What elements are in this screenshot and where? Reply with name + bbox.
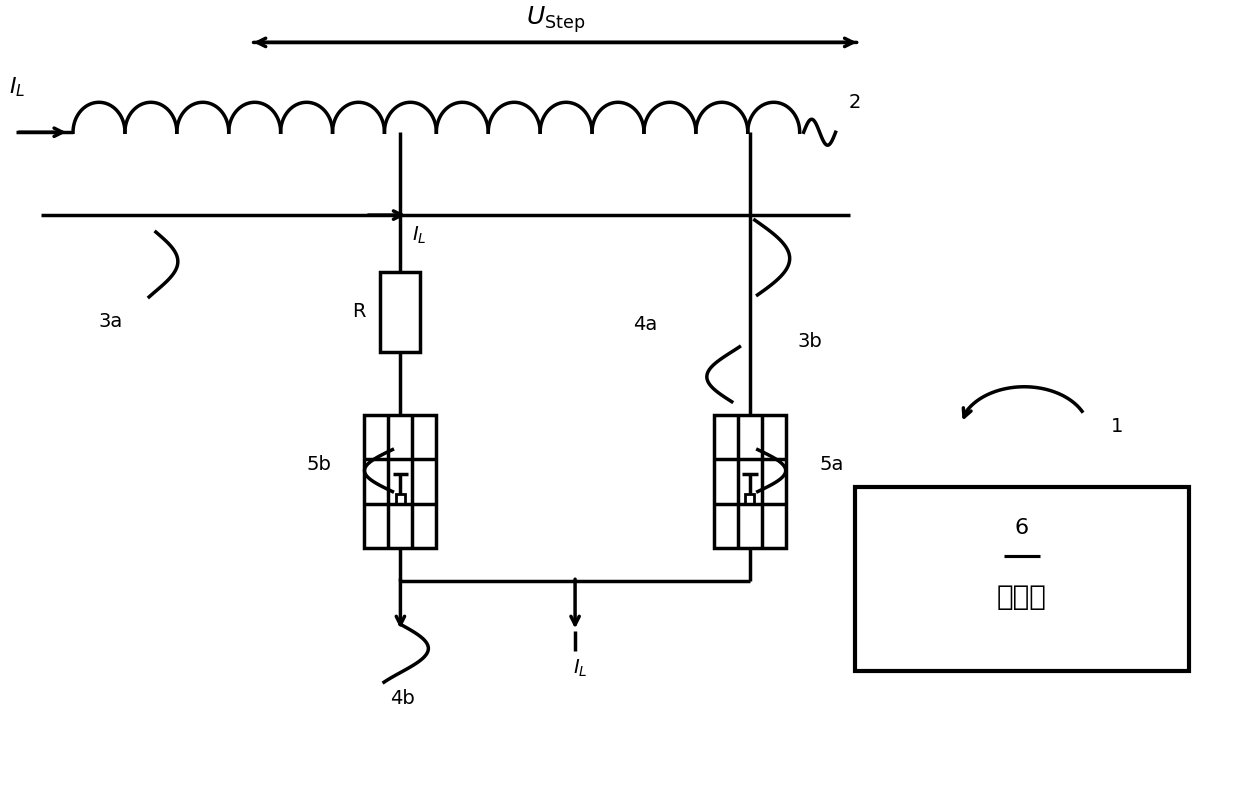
Bar (381, 272, 420, 352)
Bar (396, 494, 405, 504)
Bar (714, 415, 786, 549)
Text: $I_L$: $I_L$ (9, 75, 26, 99)
Text: $U_{\mathrm{Step}}$: $U_{\mathrm{Step}}$ (526, 4, 585, 35)
Text: 5a: 5a (820, 455, 843, 474)
Text: 6: 6 (1014, 519, 1029, 538)
Text: 4a: 4a (632, 315, 657, 334)
Text: $I_L$: $I_L$ (573, 658, 588, 679)
Text: 1: 1 (1111, 417, 1123, 436)
Text: 5b: 5b (306, 455, 331, 474)
Text: 控制器: 控制器 (997, 583, 1047, 611)
Bar (745, 494, 754, 504)
Text: 2: 2 (848, 93, 861, 112)
Text: R: R (352, 303, 366, 321)
Text: 3a: 3a (99, 312, 123, 332)
Bar (365, 415, 436, 549)
Text: 3b: 3b (797, 332, 822, 351)
Text: 4b: 4b (391, 689, 415, 707)
Text: $I_L$: $I_L$ (413, 224, 427, 246)
Bar (854, 487, 1189, 671)
